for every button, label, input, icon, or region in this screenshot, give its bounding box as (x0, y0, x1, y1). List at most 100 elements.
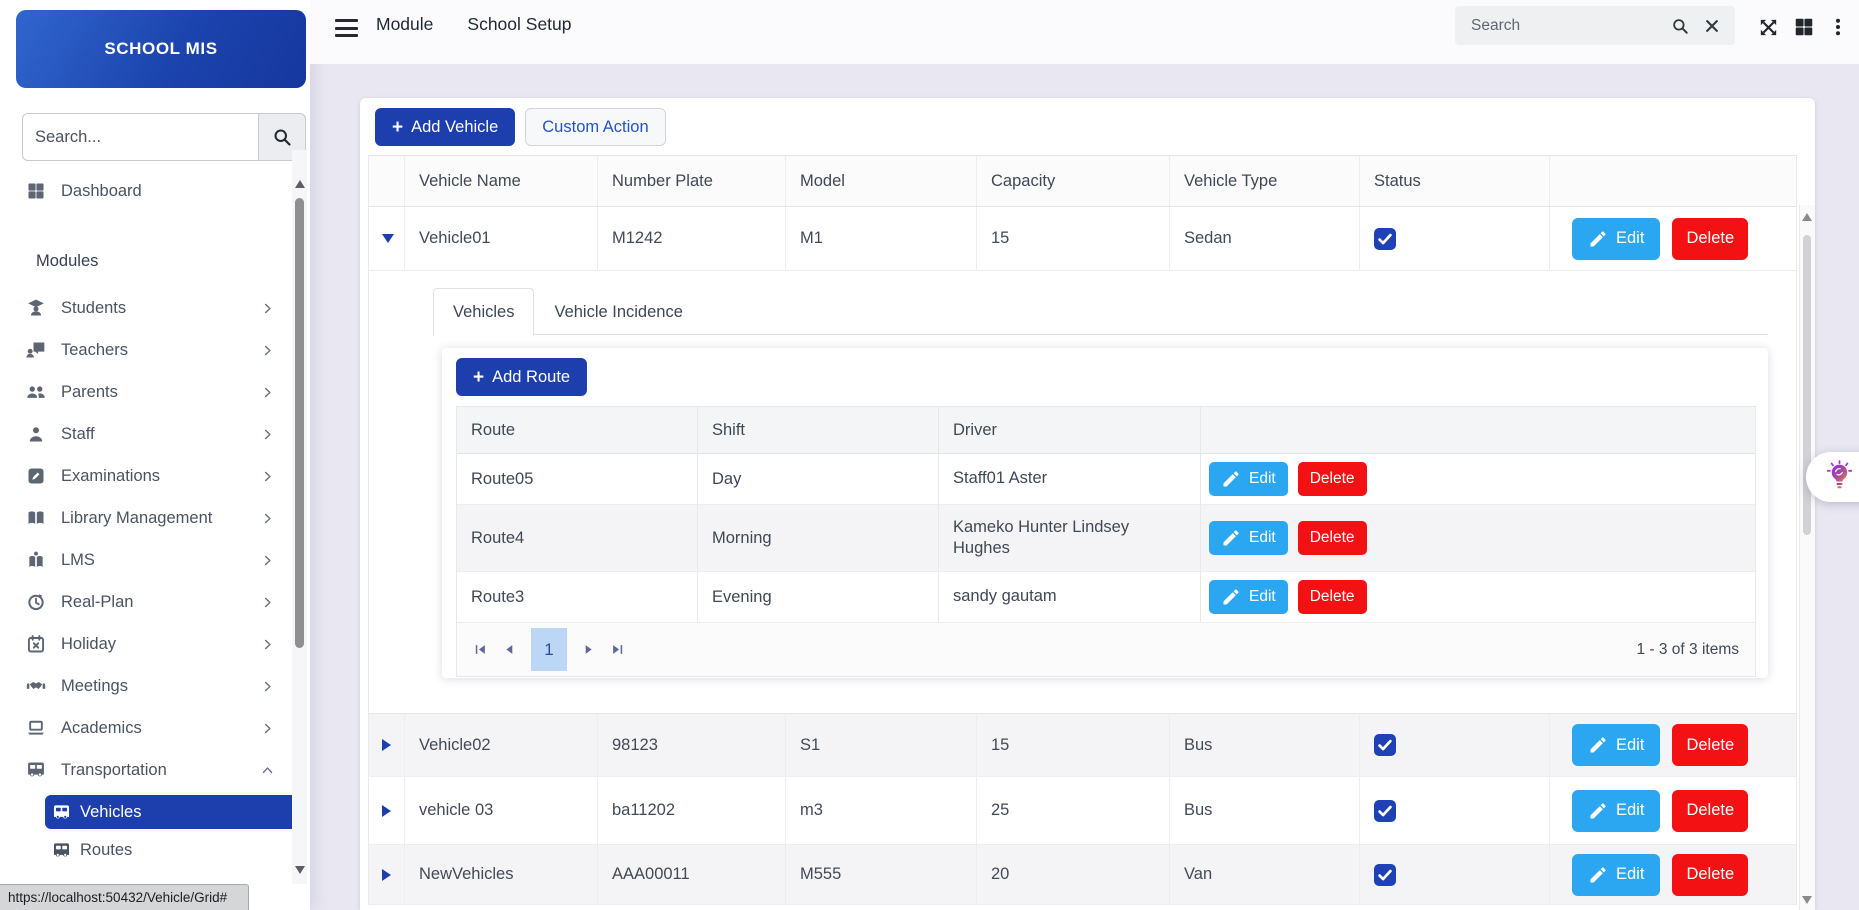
edit-button[interactable]: Edit (1572, 218, 1660, 260)
vehicle-row[interactable]: vehicle 03ba11202m325BusEditDelete (369, 777, 1796, 845)
check-icon (1375, 229, 1395, 249)
vehicle-row[interactable]: Vehicle0298123S115BusEditDelete (369, 714, 1796, 777)
sidebar-item-library-management[interactable]: Library Management (0, 497, 300, 539)
lms-icon (26, 550, 46, 570)
edit-button[interactable]: Edit (1209, 580, 1288, 614)
clear-search-icon[interactable] (1703, 16, 1721, 36)
edit-button-label: Edit (1249, 529, 1276, 547)
chevron-right-icon (261, 386, 274, 399)
sidebar-item-label: Parents (61, 383, 118, 402)
vehicle-row[interactable]: Vehicle01M1242M115SedanEditDelete (369, 207, 1796, 271)
brand-logo: SCHOOL MIS (16, 10, 306, 88)
next-page-button[interactable] (581, 642, 596, 657)
vehicle-row[interactable]: NewVehiclesAAA00011M55520VanEditDelete (369, 845, 1796, 905)
row-cell-status (1360, 777, 1550, 844)
sidebar-item-holiday[interactable]: Holiday (0, 623, 300, 665)
row-cell-route: Route3 (457, 572, 698, 622)
sidebar-item-real-plan[interactable]: Real-Plan (0, 581, 300, 623)
topnav-school-setup[interactable]: School Setup (467, 14, 571, 35)
status-checkbox[interactable] (1374, 228, 1396, 250)
row-cell-status (1360, 207, 1550, 270)
vehicle-rows: Vehicle0298123S115BusEditDeletevehicle 0… (369, 714, 1796, 905)
column-header-driver: Driver (939, 407, 1201, 453)
edit-button[interactable]: Edit (1209, 462, 1288, 496)
assistant-widget[interactable] (1806, 452, 1859, 502)
tab-vehicles[interactable]: Vehicles (433, 288, 534, 336)
lightbulb-icon (1826, 460, 1853, 494)
grid-scrollbar[interactable] (1799, 205, 1815, 910)
column-header-route: Route (457, 407, 698, 453)
expand-row-icon[interactable] (382, 869, 391, 881)
delete-button[interactable]: Delete (1672, 218, 1748, 260)
status-checkbox[interactable] (1374, 734, 1396, 756)
chevron-right-icon (261, 344, 274, 357)
sidebar-item-parents[interactable]: Parents (0, 371, 300, 413)
scroll-up-arrow-icon[interactable] (1802, 213, 1812, 221)
edit-button[interactable]: Edit (1572, 854, 1660, 896)
route-row[interactable]: Route4MorningKameko Hunter Lindsey Hughe… (457, 505, 1755, 572)
sidebar-search (22, 113, 306, 161)
driver-name: Staff01 Aster (953, 468, 1047, 489)
scroll-down-arrow-icon[interactable] (295, 866, 305, 874)
edit-button[interactable]: Edit (1572, 724, 1660, 766)
delete-button[interactable]: Delete (1298, 462, 1367, 496)
chevron-right-icon (261, 596, 274, 609)
fullscreen-icon[interactable] (1757, 16, 1780, 39)
sidebar-item-dashboard[interactable]: Dashboard (0, 170, 316, 212)
bus-icon (26, 760, 46, 780)
scroll-up-arrow-icon[interactable] (295, 180, 305, 188)
sidebar-item-transportation[interactable]: Transportation (0, 749, 300, 791)
pencil-icon (1221, 587, 1241, 607)
chevron-right-icon (261, 722, 274, 735)
sidebar-item-label: Students (61, 299, 126, 318)
topnav-module[interactable]: Module (376, 14, 433, 35)
previous-page-button[interactable] (502, 642, 517, 657)
page-number-button[interactable]: 1 (531, 628, 567, 671)
scroll-down-arrow-icon[interactable] (1802, 896, 1812, 904)
menu-toggle-button[interactable] (335, 19, 358, 37)
kebab-menu-icon[interactable] (1828, 16, 1848, 38)
row-cell: Vehicle01 (405, 207, 598, 270)
sidebar-item-teachers[interactable]: Teachers (0, 329, 300, 371)
sidebar-item-examinations[interactable]: Examinations (0, 455, 300, 497)
grid-search-input[interactable] (1455, 17, 1671, 35)
sidebar-scrollbar[interactable] (292, 150, 307, 884)
custom-action-button[interactable]: Custom Action (525, 108, 665, 146)
delete-button[interactable]: Delete (1672, 790, 1748, 832)
edit-button[interactable]: Edit (1572, 790, 1660, 832)
last-page-button[interactable] (610, 642, 625, 657)
expand-row-icon[interactable] (382, 805, 391, 817)
row-cell: Bus (1170, 714, 1360, 776)
status-checkbox[interactable] (1374, 864, 1396, 886)
delete-button[interactable]: Delete (1672, 724, 1748, 766)
sidebar-item-routes[interactable]: Routes (45, 833, 302, 867)
realplan-icon (26, 592, 46, 612)
delete-button[interactable]: Delete (1672, 854, 1748, 896)
driver-name: Kameko Hunter Lindsey Hughes (953, 517, 1133, 560)
delete-button[interactable]: Delete (1298, 521, 1367, 555)
expand-row-icon[interactable] (382, 739, 391, 751)
tab-vehicle-incidence[interactable]: Vehicle Incidence (534, 288, 702, 336)
delete-button[interactable]: Delete (1298, 580, 1367, 614)
sidebar-item-vehicles[interactable]: Vehicles (45, 795, 302, 829)
add-route-button[interactable]: + Add Route (456, 358, 587, 396)
edit-button[interactable]: Edit (1209, 521, 1288, 555)
grid-view-icon[interactable] (1793, 16, 1815, 38)
sidebar-item-academics[interactable]: Academics (0, 707, 300, 749)
sidebar-item-students[interactable]: Students (0, 287, 300, 329)
scrollbar-thumb[interactable] (295, 198, 304, 648)
sidebar-item-meetings[interactable]: Meetings (0, 665, 300, 707)
edit-button-label: Edit (1616, 865, 1644, 884)
status-checkbox[interactable] (1374, 800, 1396, 822)
add-vehicle-button[interactable]: + Add Vehicle (375, 108, 515, 146)
first-page-button[interactable] (473, 642, 488, 657)
collapse-row-icon[interactable] (382, 234, 394, 243)
edit-button-label: Edit (1616, 229, 1644, 248)
sidebar-item-lms[interactable]: LMS (0, 539, 300, 581)
route-row[interactable]: Route3Eveningsandy gautamEditDelete (457, 572, 1755, 623)
route-row[interactable]: Route05DayStaff01 AsterEditDelete (457, 454, 1755, 505)
route-table-header: RouteShiftDriver (457, 407, 1755, 454)
sidebar-item-staff[interactable]: Staff (0, 413, 300, 455)
search-icon[interactable] (1671, 16, 1689, 36)
sidebar-search-input[interactable] (22, 113, 258, 161)
